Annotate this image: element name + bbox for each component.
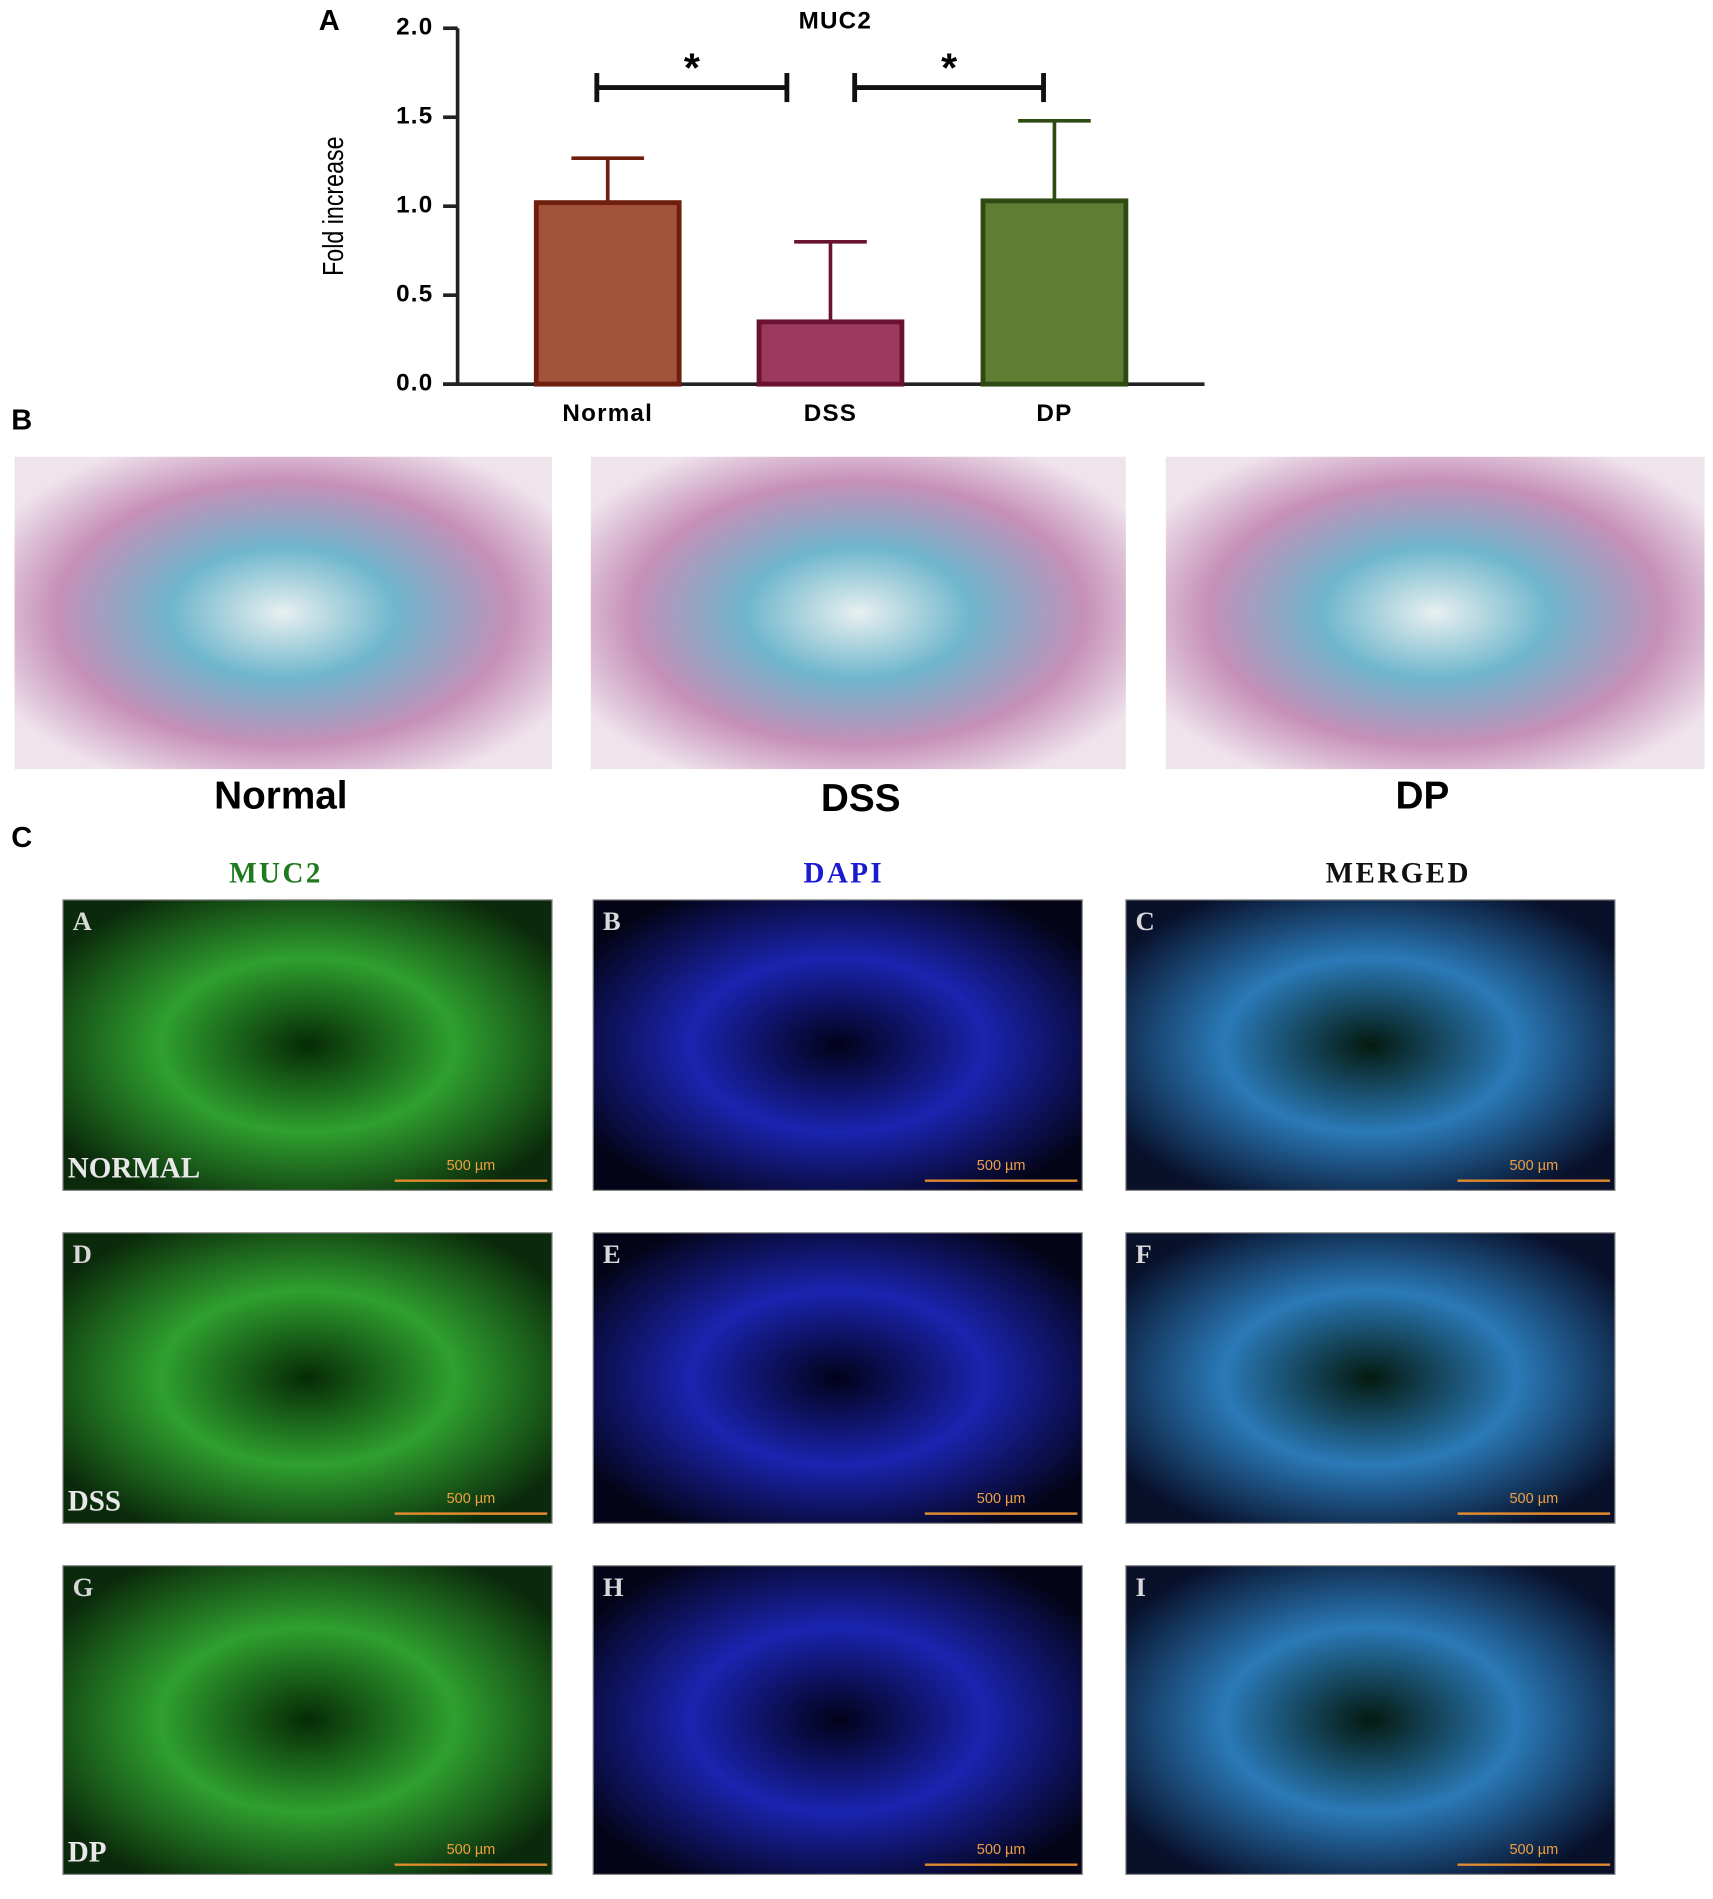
- row-label: DP: [68, 1837, 107, 1869]
- histology-label: DP: [1396, 774, 1450, 817]
- micrograph: [590, 456, 1126, 770]
- scale-label: 500 µm: [1509, 1842, 1558, 1858]
- micrograph: [592, 1565, 1083, 1876]
- row-label: NORMAL: [68, 1153, 200, 1185]
- y-tick-label: 1.0: [396, 192, 433, 219]
- tile-label: D: [73, 1239, 92, 1269]
- tile-label: G: [73, 1572, 94, 1602]
- chart-title: MUC2: [799, 8, 872, 35]
- y-tick-label: 0.5: [396, 281, 433, 308]
- tile-label: A: [73, 906, 93, 936]
- y-tick-label: 2.0: [396, 14, 433, 41]
- tile-label: H: [603, 1572, 624, 1602]
- y-tick-label: 0.0: [396, 370, 433, 397]
- micrograph: [592, 1232, 1083, 1524]
- histology-label: Normal: [214, 774, 347, 817]
- column-header: DAPI: [803, 857, 884, 889]
- tile-label: B: [603, 906, 621, 936]
- tile-label: I: [1136, 1572, 1146, 1602]
- bar: [980, 198, 1129, 387]
- micrograph: [1125, 1565, 1616, 1876]
- panel-label: C: [11, 822, 32, 854]
- scale-label: 500 µm: [447, 1491, 496, 1507]
- micrograph: [1165, 456, 1705, 770]
- tile-label: C: [1136, 906, 1155, 936]
- tile-label: F: [1136, 1239, 1152, 1269]
- micrograph: [14, 456, 553, 770]
- row-label: DSS: [68, 1486, 121, 1518]
- micrograph: [62, 1232, 553, 1524]
- scale-label: 500 µm: [977, 1158, 1026, 1174]
- micrograph: [62, 1565, 553, 1876]
- scale-label: 500 µm: [447, 1842, 496, 1858]
- bar: [756, 319, 905, 387]
- histology-label: DSS: [821, 777, 901, 820]
- histology-row: [14, 456, 1705, 770]
- scale-label: 500 µm: [1509, 1158, 1558, 1174]
- significance-label: *: [684, 44, 700, 90]
- tile-label: E: [603, 1239, 621, 1269]
- significance-label: *: [941, 44, 957, 90]
- y-tick-label: 1.5: [396, 103, 433, 130]
- x-tick-label: DP: [1036, 400, 1072, 427]
- scale-label: 500 µm: [447, 1158, 496, 1174]
- micrograph: [1125, 1232, 1616, 1524]
- y-axis-label: Fold increase: [317, 136, 350, 275]
- scale-label: 500 µm: [977, 1491, 1026, 1507]
- x-tick-label: DSS: [804, 400, 857, 427]
- micrograph: [1125, 899, 1616, 1192]
- micrograph: [592, 899, 1083, 1192]
- scale-label: 500 µm: [1509, 1491, 1558, 1507]
- micrograph: [62, 899, 553, 1192]
- x-tick-label: Normal: [562, 400, 653, 427]
- bar: [533, 200, 682, 387]
- scale-label: 500 µm: [977, 1842, 1026, 1858]
- panel-label: B: [11, 404, 32, 436]
- column-header: MUC2: [229, 857, 323, 889]
- column-header: MERGED: [1326, 857, 1471, 889]
- panel-label: A: [319, 5, 340, 37]
